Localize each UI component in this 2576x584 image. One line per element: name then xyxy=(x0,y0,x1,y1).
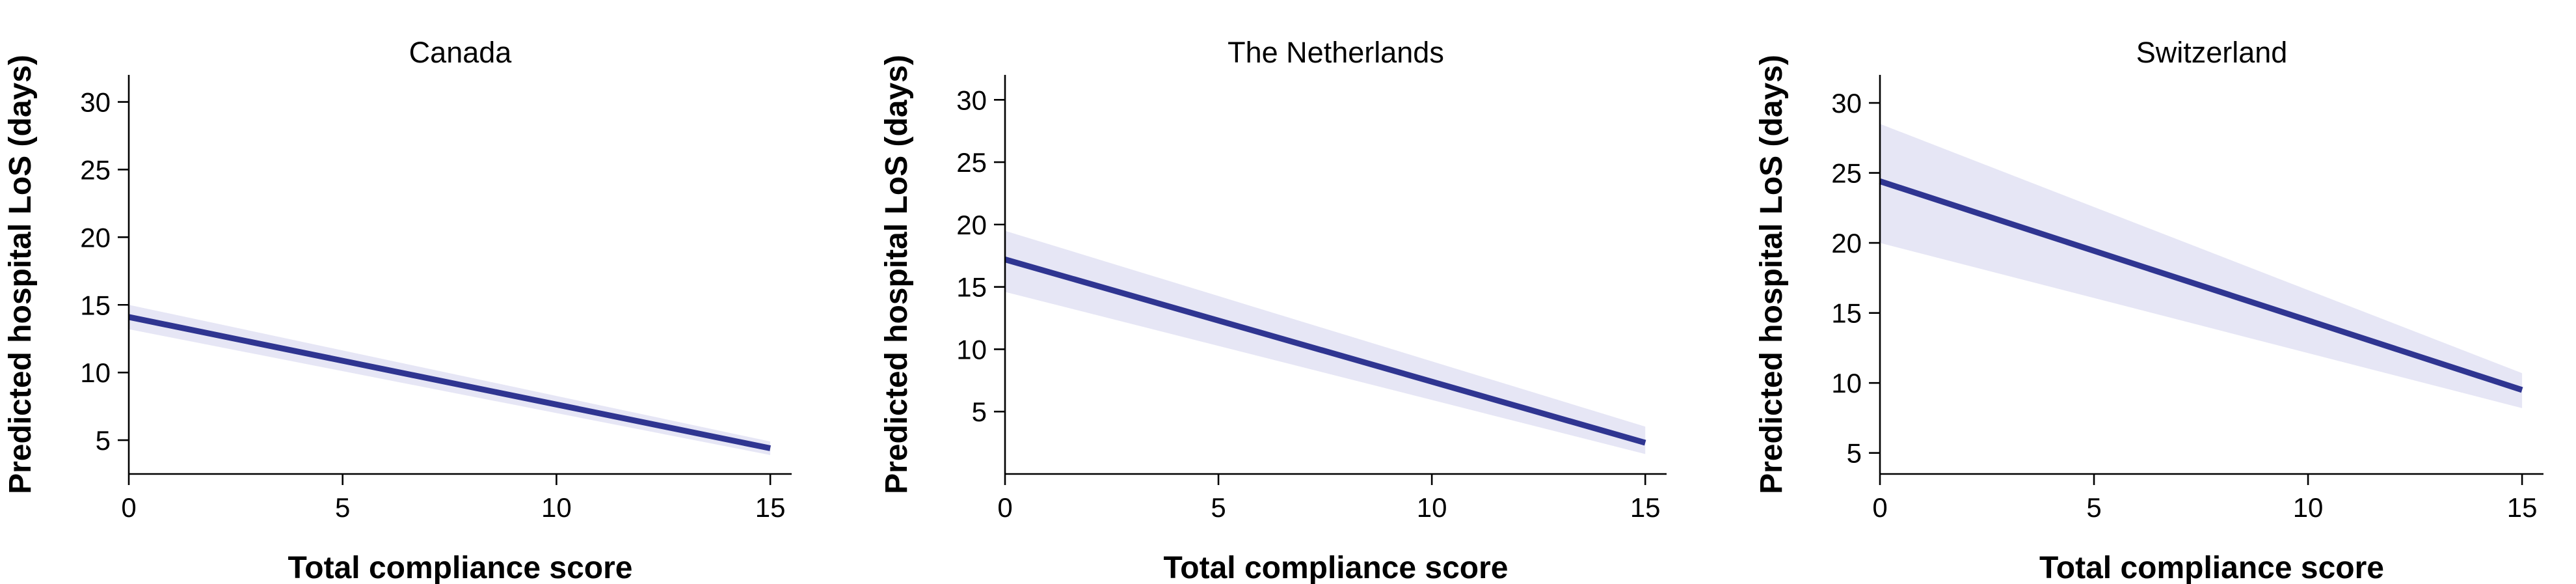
panel-title: Canada xyxy=(409,36,513,69)
x-tick-label: 0 xyxy=(1872,492,1887,523)
confidence-band xyxy=(1005,230,1646,454)
y-tick-label: 20 xyxy=(1831,228,1862,258)
chart-panel-2: 0 5 10 15 5 10 15 20 25 30 The Netherlands Total co… xyxy=(879,36,1667,584)
y-tick-label: 5 xyxy=(972,396,987,427)
x-tick-label: 5 xyxy=(1211,492,1226,523)
x-tick-label: 15 xyxy=(1630,492,1661,523)
x-tick-label: 5 xyxy=(335,492,350,523)
y-tick-label: 30 xyxy=(80,87,111,118)
chart-panel-1: 0 5 10 15 5 10 15 20 25 30 Canada Total compliance … xyxy=(3,36,792,584)
y-tick-label: 30 xyxy=(1831,88,1862,118)
x-tick-label: 0 xyxy=(997,492,1012,523)
x-tick-label: 15 xyxy=(755,492,786,523)
regression-line xyxy=(128,314,771,451)
regression-line xyxy=(1879,178,2523,393)
y-tick-label: 25 xyxy=(1831,158,1862,189)
y-tick-label: 25 xyxy=(956,147,987,178)
x-tick-label: 10 xyxy=(1417,492,1447,523)
y-tick-label: 15 xyxy=(956,272,987,303)
panel-title: Switzerland xyxy=(2136,36,2288,69)
y-tick-label: 10 xyxy=(1831,368,1862,398)
x-axis-title: Total compliance score xyxy=(288,551,633,584)
x-tick-label: 5 xyxy=(2086,492,2101,523)
x-tick-label: 0 xyxy=(121,492,136,523)
panel-title: The Netherlands xyxy=(1228,36,1444,69)
x-axis-title: Total compliance score xyxy=(1164,551,1509,584)
y-tick-label: 30 xyxy=(956,85,987,115)
y-tick-label: 10 xyxy=(956,334,987,365)
x-axis-title: Total compliance score xyxy=(2039,551,2384,584)
y-axis-title: Predicted hospital LoS (days) xyxy=(879,55,914,494)
y-tick-label: 25 xyxy=(80,154,111,185)
y-tick-label: 20 xyxy=(80,222,111,253)
y-axis-title: Predicted hospital LoS (days) xyxy=(3,55,38,494)
regression-line xyxy=(1004,257,1646,446)
confidence-band xyxy=(1880,124,2523,408)
x-tick-label: 10 xyxy=(541,492,572,523)
y-tick-label: 15 xyxy=(80,290,111,320)
y-tick-label: 5 xyxy=(1847,438,1862,469)
y-tick-label: 15 xyxy=(1831,298,1862,329)
x-tick-label: 10 xyxy=(2293,492,2324,523)
y-tick-label: 5 xyxy=(96,425,111,456)
y-tick-label: 20 xyxy=(956,210,987,240)
x-tick-label: 15 xyxy=(2507,492,2538,523)
y-axis-title: Predicted hospital LoS (days) xyxy=(1754,55,1789,494)
y-tick-label: 10 xyxy=(80,357,111,388)
